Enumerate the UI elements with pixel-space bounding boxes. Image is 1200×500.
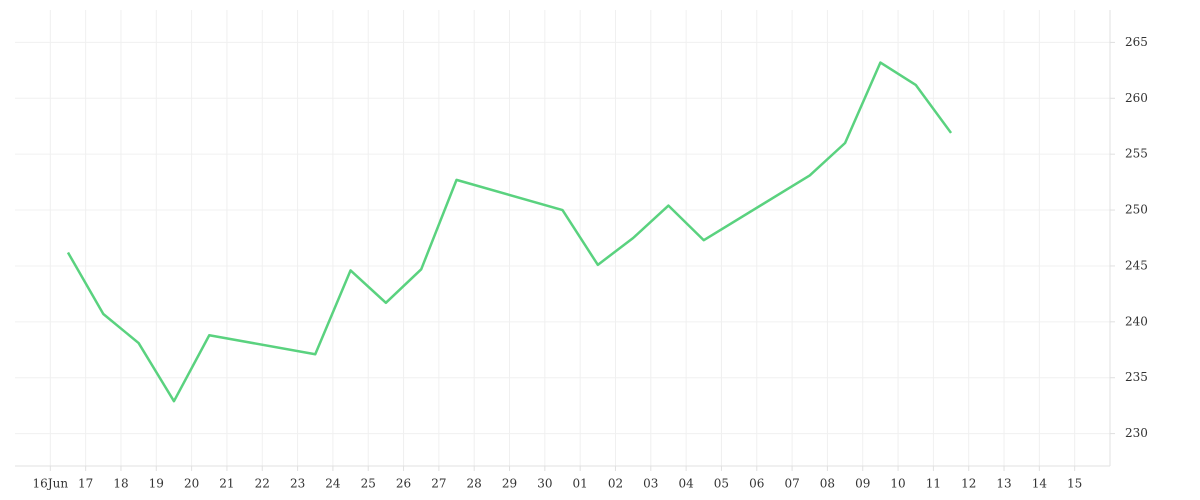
y-tick-label: 245	[1125, 258, 1148, 272]
x-tick-label: 01	[573, 477, 588, 491]
x-tick-label: 11	[926, 477, 941, 491]
y-tick-label: 260	[1125, 91, 1148, 105]
x-tick-label: 24	[325, 477, 341, 491]
x-tick-label: 03	[643, 477, 658, 491]
y-tick-label: 240	[1125, 314, 1148, 328]
x-tick-label: 15	[1067, 477, 1082, 491]
x-tick-label: 26	[396, 477, 411, 491]
x-tick-label: 18	[113, 477, 128, 491]
x-tick-label: 23	[290, 477, 305, 491]
x-tick-label: 16Jun	[33, 477, 69, 491]
x-tick-label: 13	[996, 477, 1011, 491]
x-tick-label: 08	[820, 477, 835, 491]
x-tick-label: 10	[890, 477, 905, 491]
x-tick-label: 28	[467, 477, 482, 491]
y-tick-label: 250	[1125, 203, 1148, 217]
x-tick-label: 05	[714, 477, 729, 491]
x-tick-label: 02	[608, 477, 623, 491]
y-tick-label: 265	[1125, 35, 1148, 49]
x-tick-label: 09	[855, 477, 870, 491]
x-tick-label: 29	[502, 477, 517, 491]
x-tick-label: 04	[678, 477, 694, 491]
price-line	[66, 61, 953, 403]
y-tick-label: 255	[1125, 147, 1148, 161]
x-tick-label: 06	[749, 477, 764, 491]
x-tick-label: 25	[361, 477, 376, 491]
x-tick-label: 22	[255, 477, 270, 491]
x-tick-label: 27	[431, 477, 446, 491]
x-tick-label: 07	[784, 477, 799, 491]
x-tick-label: 14	[1032, 477, 1048, 491]
x-tick-label: 21	[219, 477, 234, 491]
x-tick-label: 17	[78, 477, 93, 491]
x-tick-label: 12	[961, 477, 976, 491]
x-tick-label: 20	[184, 477, 199, 491]
y-tick-label: 235	[1125, 370, 1148, 384]
y-tick-label: 230	[1125, 426, 1148, 440]
x-tick-label: 30	[537, 477, 552, 491]
x-tick-label: 19	[149, 477, 164, 491]
